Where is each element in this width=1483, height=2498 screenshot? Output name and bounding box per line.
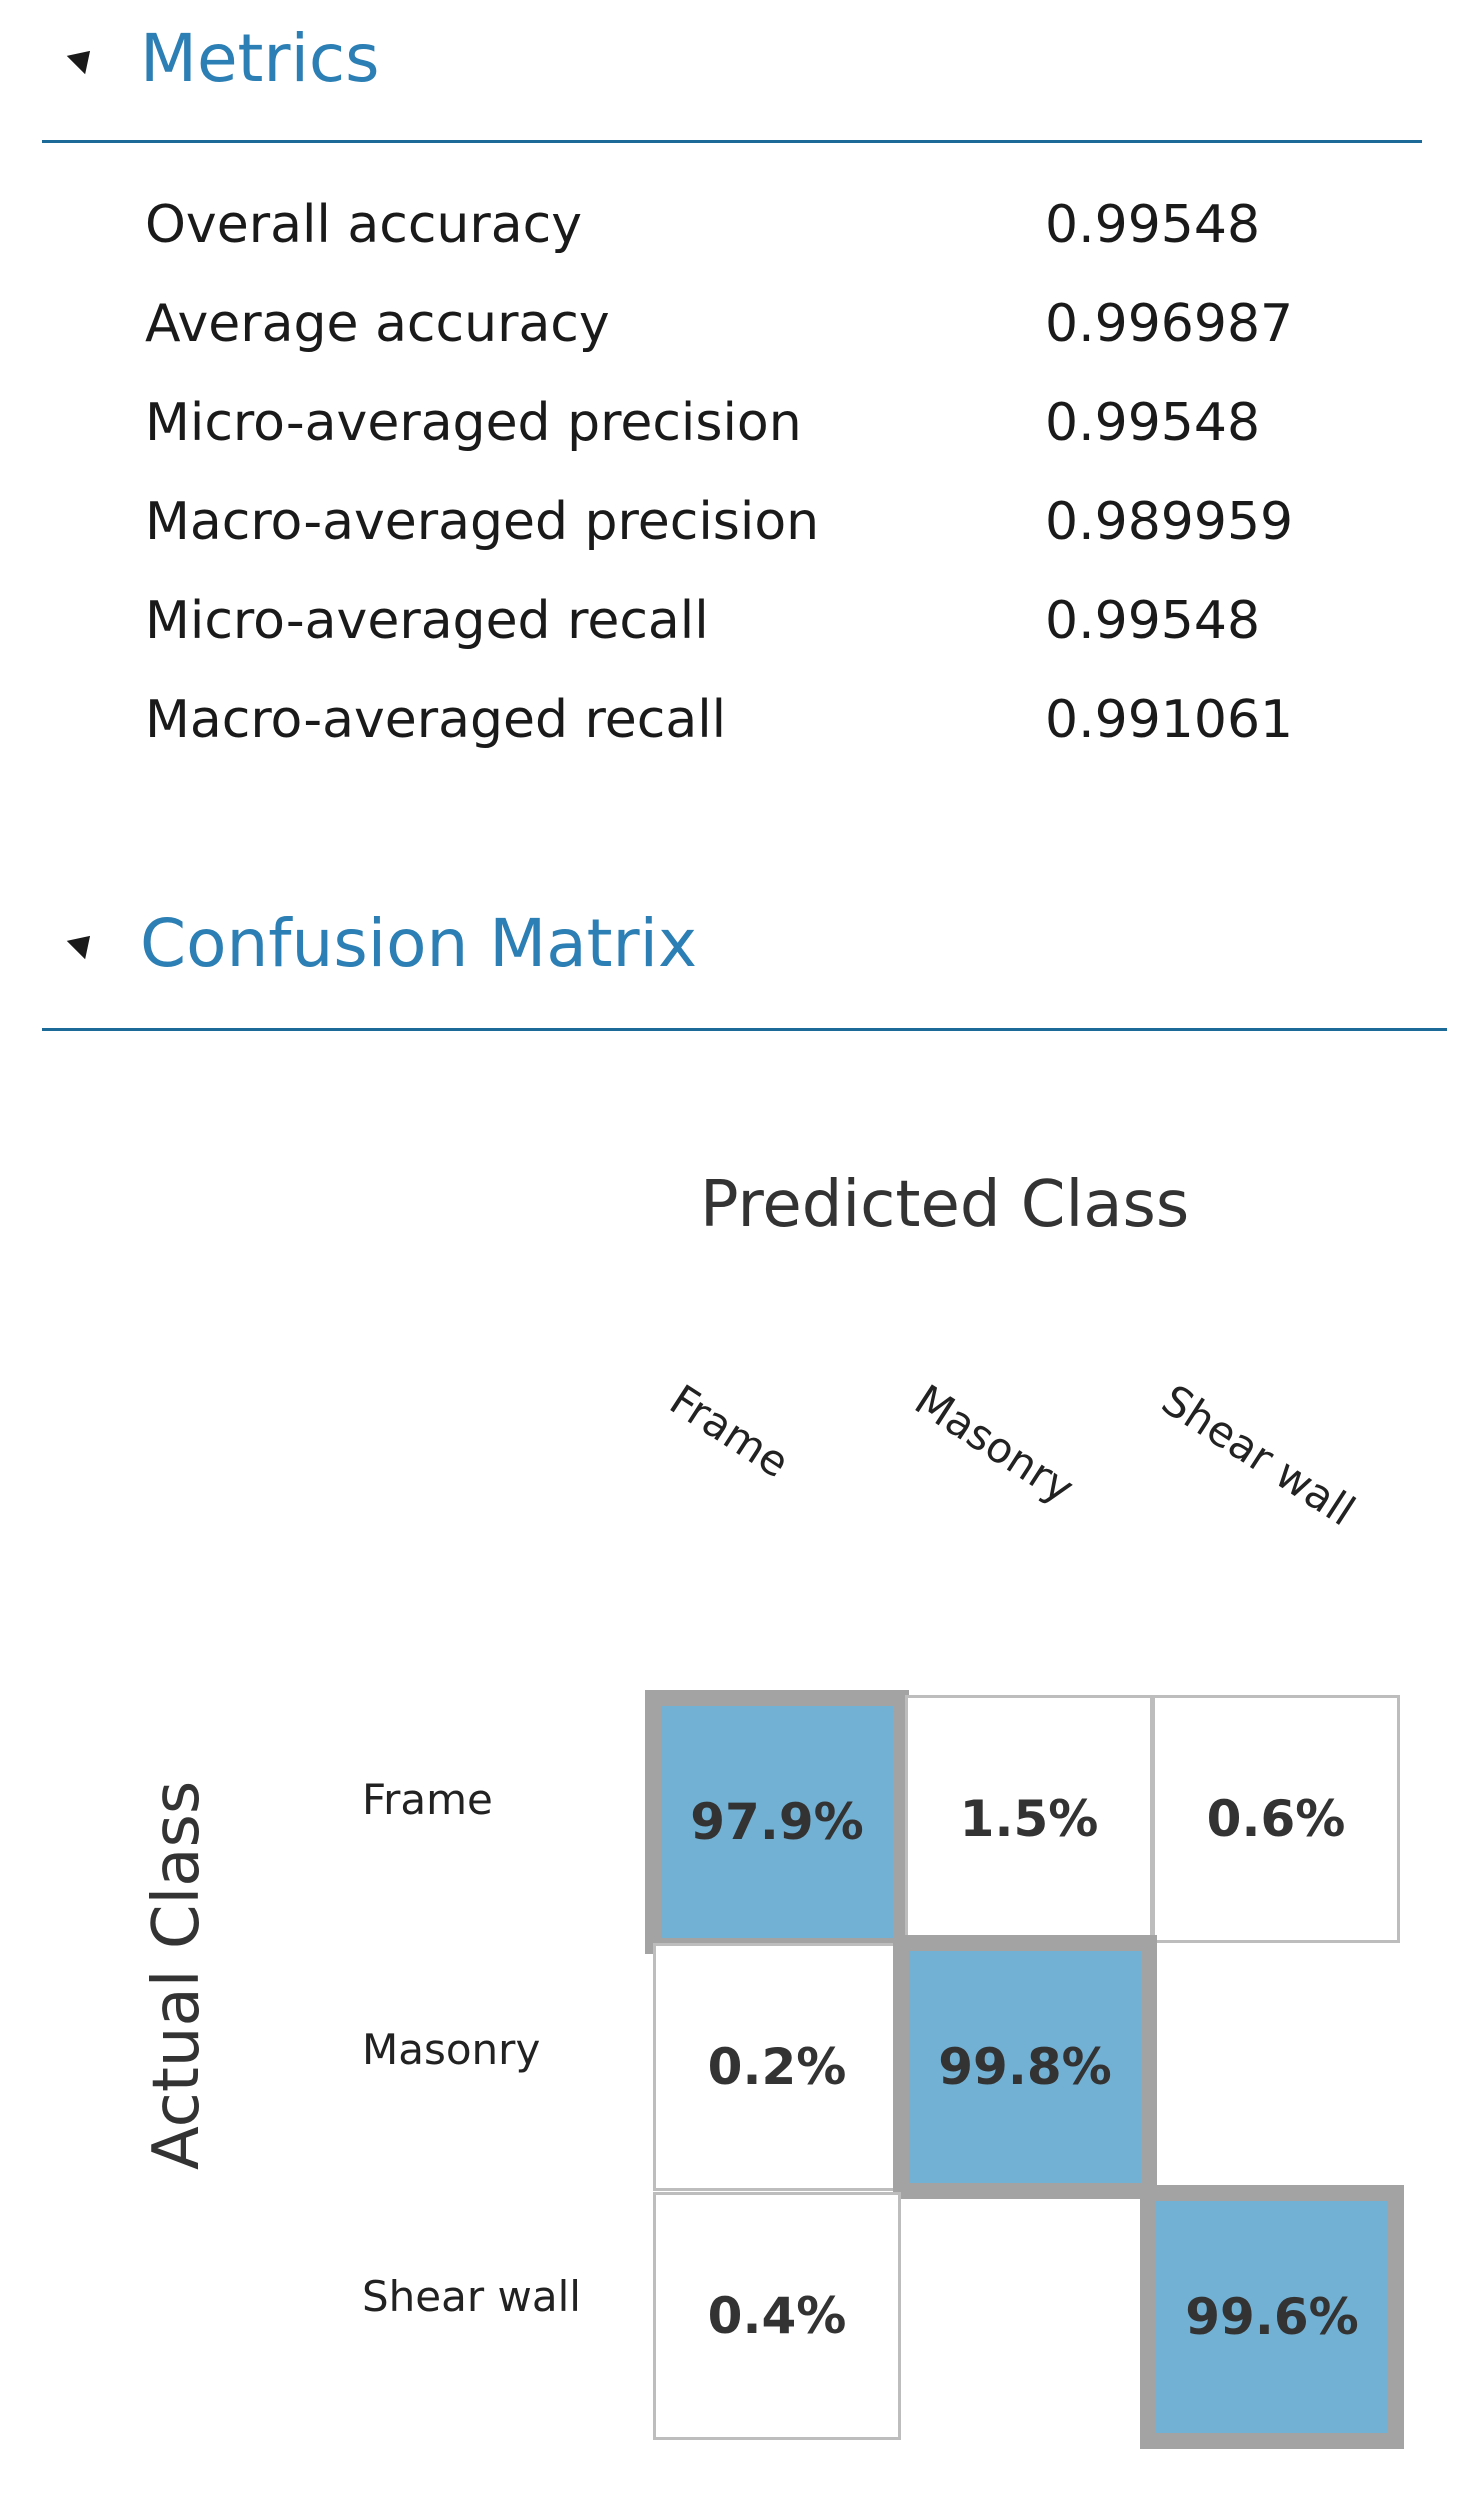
metric-name: Average accuracy xyxy=(145,294,610,354)
collapse-triangle-icon[interactable] xyxy=(66,41,100,75)
matrix-cell: 0.6% xyxy=(1152,1695,1400,1943)
column-label-frame: Frame xyxy=(661,1375,798,1488)
cell-value: 0.4% xyxy=(707,2287,847,2345)
metric-value: 0.989959 xyxy=(1045,492,1294,552)
metric-row: Macro-averaged precision 0.989959 xyxy=(145,492,1345,591)
matrix-cell: 99.6% xyxy=(1140,2185,1404,2449)
matrix-cell: 97.9% xyxy=(645,1690,909,1954)
metric-value: 0.991061 xyxy=(1045,690,1294,750)
cell-value: 1.5% xyxy=(959,1790,1099,1848)
cell-value: 99.6% xyxy=(1185,2288,1359,2346)
row-label-masonry: Masonry xyxy=(362,2025,541,2074)
confusion-section-header[interactable]: Confusion Matrix xyxy=(42,905,1442,995)
cell-value: 0.6% xyxy=(1206,1790,1346,1848)
metric-name: Micro-averaged recall xyxy=(145,591,709,651)
predicted-class-label: Predicted Class xyxy=(700,1168,1190,1242)
collapse-triangle-icon[interactable] xyxy=(66,926,100,960)
row-label-frame: Frame xyxy=(362,1775,493,1824)
metric-row: Micro-averaged precision 0.99548 xyxy=(145,393,1345,492)
metrics-divider xyxy=(42,140,1422,143)
metric-value: 0.99548 xyxy=(1045,195,1261,255)
confusion-matrix-title: Confusion Matrix xyxy=(140,905,698,982)
metric-row: Micro-averaged recall 0.99548 xyxy=(145,591,1345,690)
metrics-section-header[interactable]: Metrics xyxy=(42,20,1422,110)
matrix-cell: 0.4% xyxy=(653,2192,901,2440)
column-label-shear-wall: Shear wall xyxy=(1153,1375,1364,1536)
cell-value: 97.9% xyxy=(690,1793,864,1851)
metric-name: Micro-averaged precision xyxy=(145,393,802,453)
metrics-table: Overall accuracy 0.99548 Average accurac… xyxy=(145,195,1345,789)
metric-row: Average accuracy 0.996987 xyxy=(145,294,1345,393)
column-label-masonry: Masonry xyxy=(906,1375,1083,1514)
row-label-shear-wall: Shear wall xyxy=(362,2272,581,2321)
metric-value: 0.99548 xyxy=(1045,393,1261,453)
metric-row: Macro-averaged recall 0.991061 xyxy=(145,690,1345,789)
metric-row: Overall accuracy 0.99548 xyxy=(145,195,1345,294)
actual-class-label: Actual Class xyxy=(140,1780,214,2170)
metric-name: Overall accuracy xyxy=(145,195,582,255)
matrix-cell: 0.2% xyxy=(653,1943,901,2191)
metrics-title: Metrics xyxy=(140,20,380,97)
metric-name: Macro-averaged precision xyxy=(145,492,820,552)
metric-name: Macro-averaged recall xyxy=(145,690,727,750)
cell-value: 0.2% xyxy=(707,2038,847,2096)
matrix-cell: 99.8% xyxy=(893,1935,1157,2199)
metric-value: 0.996987 xyxy=(1045,294,1294,354)
confusion-divider xyxy=(42,1028,1447,1031)
metric-value: 0.99548 xyxy=(1045,591,1261,651)
matrix-cell: 1.5% xyxy=(905,1695,1153,1943)
cell-value: 99.8% xyxy=(938,2038,1112,2096)
